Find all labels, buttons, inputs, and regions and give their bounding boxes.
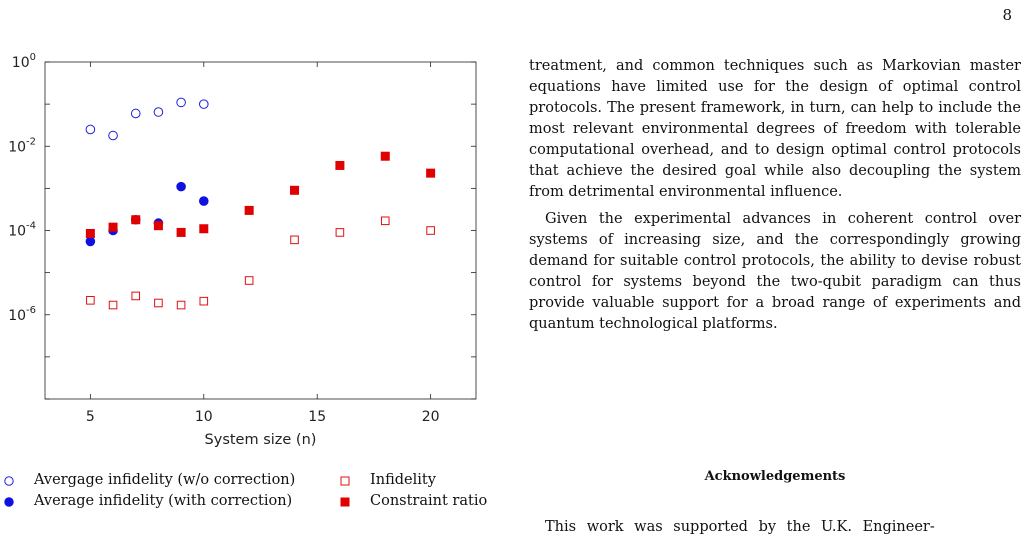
data-point-infidelity <box>426 226 435 235</box>
x-axis-label: System size (n) <box>205 432 317 448</box>
data-point-constraint-ratio <box>290 185 300 195</box>
open-square-icon <box>340 476 350 486</box>
data-point-with-correction <box>176 181 186 192</box>
paragraph: treatment, and common techniques such as… <box>529 58 1021 200</box>
legend-label: Constraint ratio <box>370 493 488 509</box>
legend-label: Average infidelity (with correction) <box>34 493 293 509</box>
data-point-infidelity <box>176 300 186 310</box>
y-tick-label: 10-6 <box>8 305 36 324</box>
data-point-constraint-ratio <box>335 160 345 170</box>
data-point-without-correction <box>85 124 96 135</box>
data-point-infidelity <box>108 300 118 310</box>
page-number: 8 <box>1002 6 1012 24</box>
data-point-with-correction <box>85 236 96 247</box>
x-tick-label: 15 <box>308 409 326 425</box>
paragraph: This work was supported by the U.K. Engi… <box>545 519 935 535</box>
data-point-constraint-ratio <box>131 215 141 225</box>
open-circle-icon <box>4 476 14 486</box>
data-point-constraint-ratio <box>244 205 254 215</box>
data-point-without-correction <box>153 107 164 117</box>
data-point-infidelity <box>290 235 299 245</box>
paragraph: Given the experimental advances in coher… <box>529 211 1021 332</box>
data-point-infidelity <box>199 296 209 306</box>
x-tick-label: 20 <box>422 409 440 425</box>
y-tick-label: 10-2 <box>8 136 36 155</box>
y-tick-label: 100 <box>12 52 36 71</box>
data-point-constraint-ratio <box>85 228 95 238</box>
data-point-constraint-ratio <box>426 168 436 178</box>
data-point-infidelity <box>131 291 141 301</box>
x-tick-label: 10 <box>195 409 213 425</box>
filled-circle-icon <box>4 497 14 507</box>
scatter-chart: 5 10 15 20 100 10-2 10-4 10-6 System size (n) <box>8 52 477 448</box>
data-point-without-correction <box>176 97 186 108</box>
data-point-with-correction <box>198 196 209 206</box>
x-tick-label: 5 <box>86 409 95 425</box>
data-point-infidelity <box>244 276 254 285</box>
data-point-constraint-ratio <box>153 221 163 231</box>
data-point-constraint-ratio <box>199 224 209 234</box>
data-point-infidelity <box>86 296 95 305</box>
data-point-without-correction <box>198 99 209 109</box>
body-text-column: treatment, and common techniques such as… <box>529 56 1021 335</box>
data-point-without-correction <box>108 130 118 141</box>
data-point-infidelity <box>380 216 390 226</box>
legend-label: Infidelity <box>370 472 436 488</box>
legend-label: Avergage infidelity (w/o correction) <box>34 472 296 488</box>
section-heading: Acknowledgements <box>704 469 846 484</box>
data-point-infidelity <box>335 228 345 237</box>
data-point-infidelity <box>154 298 163 308</box>
y-tick-label: 10-4 <box>8 221 36 240</box>
data-point-without-correction <box>130 108 141 119</box>
filled-square-icon <box>340 497 350 507</box>
data-point-constraint-ratio <box>108 222 118 232</box>
data-point-constraint-ratio <box>176 227 186 237</box>
data-point-constraint-ratio <box>380 151 390 161</box>
